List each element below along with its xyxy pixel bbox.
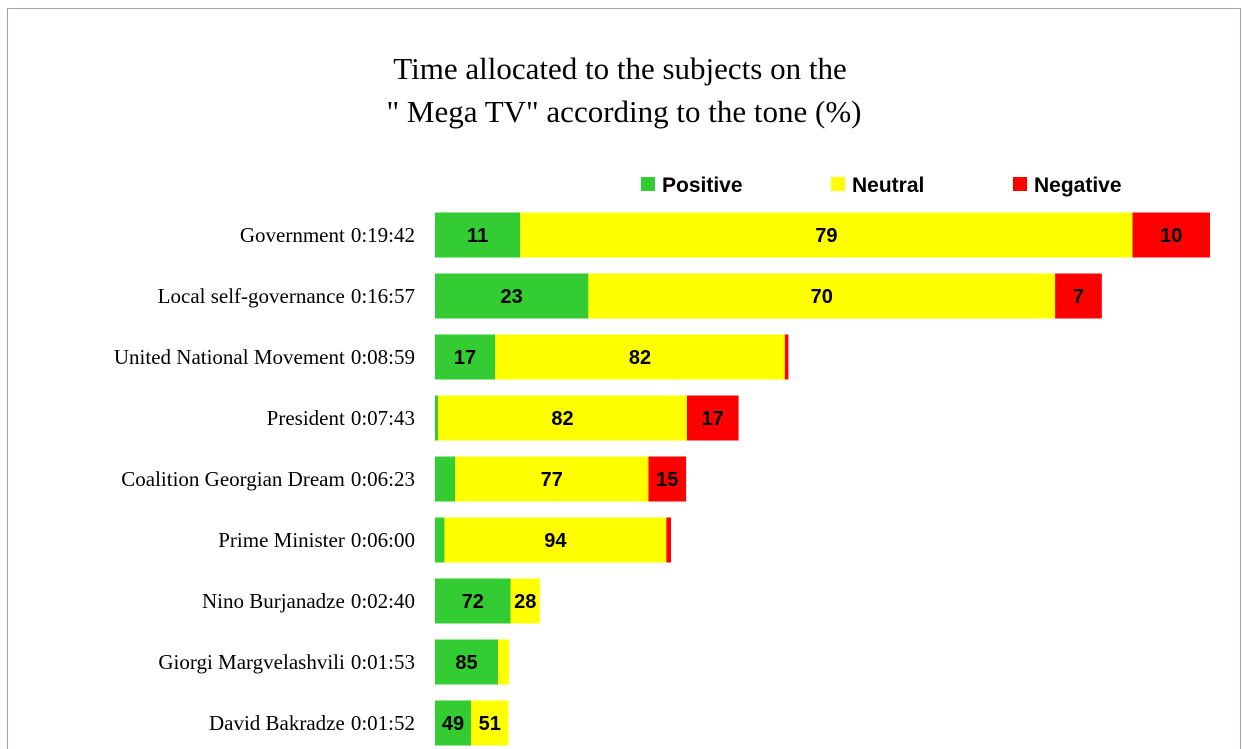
category-time: 0:16:57 (351, 284, 415, 308)
category-label: David Bakradze 0:01:52 (209, 711, 415, 735)
category-time: 0:19:42 (351, 223, 415, 247)
bar-segment (435, 395, 439, 441)
bar-segment (648, 456, 687, 502)
bar-segment (1055, 273, 1102, 319)
data-label: 85 (455, 652, 477, 674)
bar-segment (435, 334, 496, 380)
bar-segment (435, 273, 589, 319)
data-label: 94 (544, 530, 567, 552)
bar-segment (435, 700, 471, 746)
legend-swatch (641, 177, 655, 191)
category-time: 0:07:43 (351, 406, 415, 430)
legend-swatch (1013, 177, 1027, 191)
data-label: 77 (541, 469, 563, 491)
data-label: 79 (815, 225, 837, 247)
bar-segment (435, 578, 511, 624)
bar-segment (435, 456, 456, 502)
bar-segment (497, 639, 510, 685)
bar-segment (784, 334, 789, 380)
bar-segment (470, 700, 509, 746)
legend-label: Positive (662, 174, 743, 197)
bar-segment (686, 395, 739, 441)
data-label: 28 (514, 591, 536, 613)
data-label: 72 (462, 591, 484, 613)
data-label: 23 (501, 286, 523, 308)
data-label: 11 (467, 225, 488, 247)
category-name: Giorgi Margvelashvili (158, 650, 345, 674)
bar-segment (520, 212, 1133, 258)
bar-segment (588, 273, 1056, 319)
category-name: United National Movement (114, 345, 345, 369)
data-label: 70 (811, 286, 833, 308)
data-label: 82 (551, 408, 573, 430)
category-name: David Bakradze (209, 711, 345, 735)
bar-segment (444, 517, 667, 563)
data-label: 15 (656, 469, 678, 491)
category-time: 0:08:59 (351, 345, 415, 369)
category-label: Local self-governance 0:16:57 (158, 284, 415, 308)
category-time: 0:06:00 (351, 528, 415, 552)
data-label: 49 (442, 713, 464, 735)
bar-segment (666, 517, 672, 563)
category-time: 0:01:53 (351, 650, 415, 674)
category-label: Giorgi Margvelashvili 0:01:53 (158, 650, 415, 674)
category-name: Government (240, 223, 345, 247)
data-label: 17 (702, 408, 724, 430)
category-label: Coalition Georgian Dream 0:06:23 (121, 467, 415, 491)
bar-segment (435, 212, 521, 258)
bar-segment (455, 456, 649, 502)
data-label: 10 (1160, 225, 1182, 247)
category-time: 0:02:40 (351, 589, 415, 613)
frame (7, 8, 1241, 749)
legend-label: Negative (1034, 174, 1122, 197)
legend-label: Neutral (852, 174, 924, 197)
bar-segment (1132, 212, 1210, 258)
category-name: Prime Minister (218, 528, 345, 552)
bar-segment (435, 639, 498, 685)
category-name: President (267, 406, 345, 430)
bar-segment (495, 334, 785, 380)
category-label: President 0:07:43 (267, 406, 415, 430)
chart-title: " Mega TV" according to the tone (%) (387, 94, 862, 129)
bar-segment (435, 517, 445, 563)
category-label: Government 0:19:42 (240, 223, 415, 247)
data-label: 17 (454, 347, 476, 369)
category-time: 0:06:23 (351, 467, 415, 491)
category-label: United National Movement 0:08:59 (114, 345, 415, 369)
bar-segment (510, 578, 540, 624)
category-name: Coalition Georgian Dream (121, 467, 345, 491)
category-time: 0:01:52 (351, 711, 415, 735)
chart-title: Time allocated to the subjects on the (393, 51, 846, 86)
category-name: Nino Burjanadze (202, 589, 345, 613)
legend-swatch (831, 177, 845, 191)
data-label: 7 (1073, 286, 1084, 308)
data-label: 51 (479, 713, 501, 735)
category-name: Local self-governance (158, 284, 345, 308)
category-label: Prime Minister 0:06:00 (218, 528, 415, 552)
bar-segment (438, 395, 687, 441)
data-label: 82 (629, 347, 651, 369)
category-label: Nino Burjanadze 0:02:40 (202, 589, 415, 613)
